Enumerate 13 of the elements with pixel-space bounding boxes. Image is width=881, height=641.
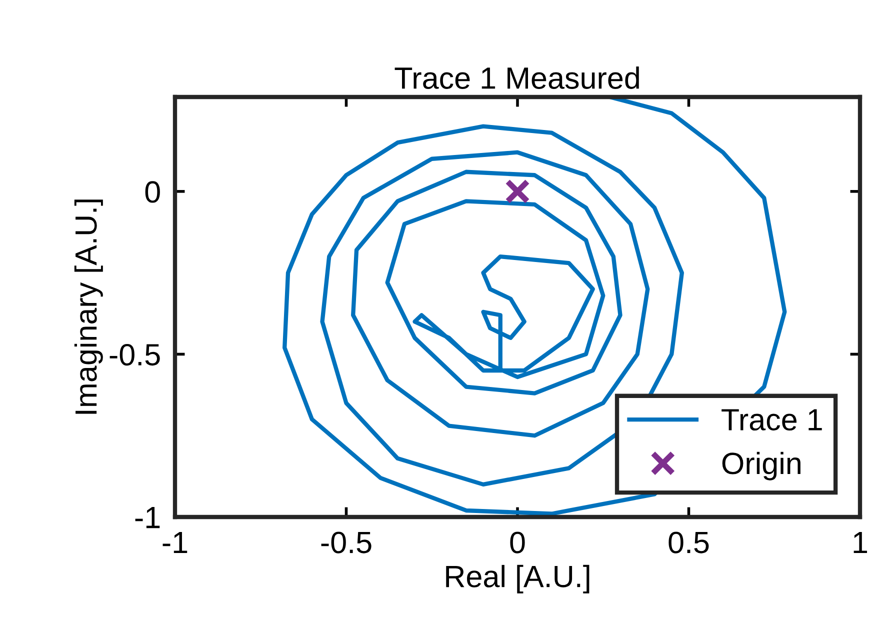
x-tick-label: -1	[162, 532, 188, 554]
y-tick-label: 0	[145, 181, 160, 203]
y-tick-label: -1	[135, 507, 160, 528]
x-axis-title: Real [A.U.]	[446, 564, 590, 594]
legend-label: Origin	[722, 452, 800, 480]
y-axis-title: Imaginary [A.U.]	[74, 200, 103, 414]
x-tick-label: 0	[510, 532, 525, 554]
legend-label: Trace 1	[722, 409, 822, 431]
x-tick-label: 0.5	[668, 532, 709, 554]
chart-title: Trace 1 Measured	[394, 66, 639, 89]
y-tick-label: -0.5	[110, 344, 160, 366]
x-tick-label: -0.5	[321, 532, 372, 554]
x-tick-label: 1	[854, 532, 868, 554]
